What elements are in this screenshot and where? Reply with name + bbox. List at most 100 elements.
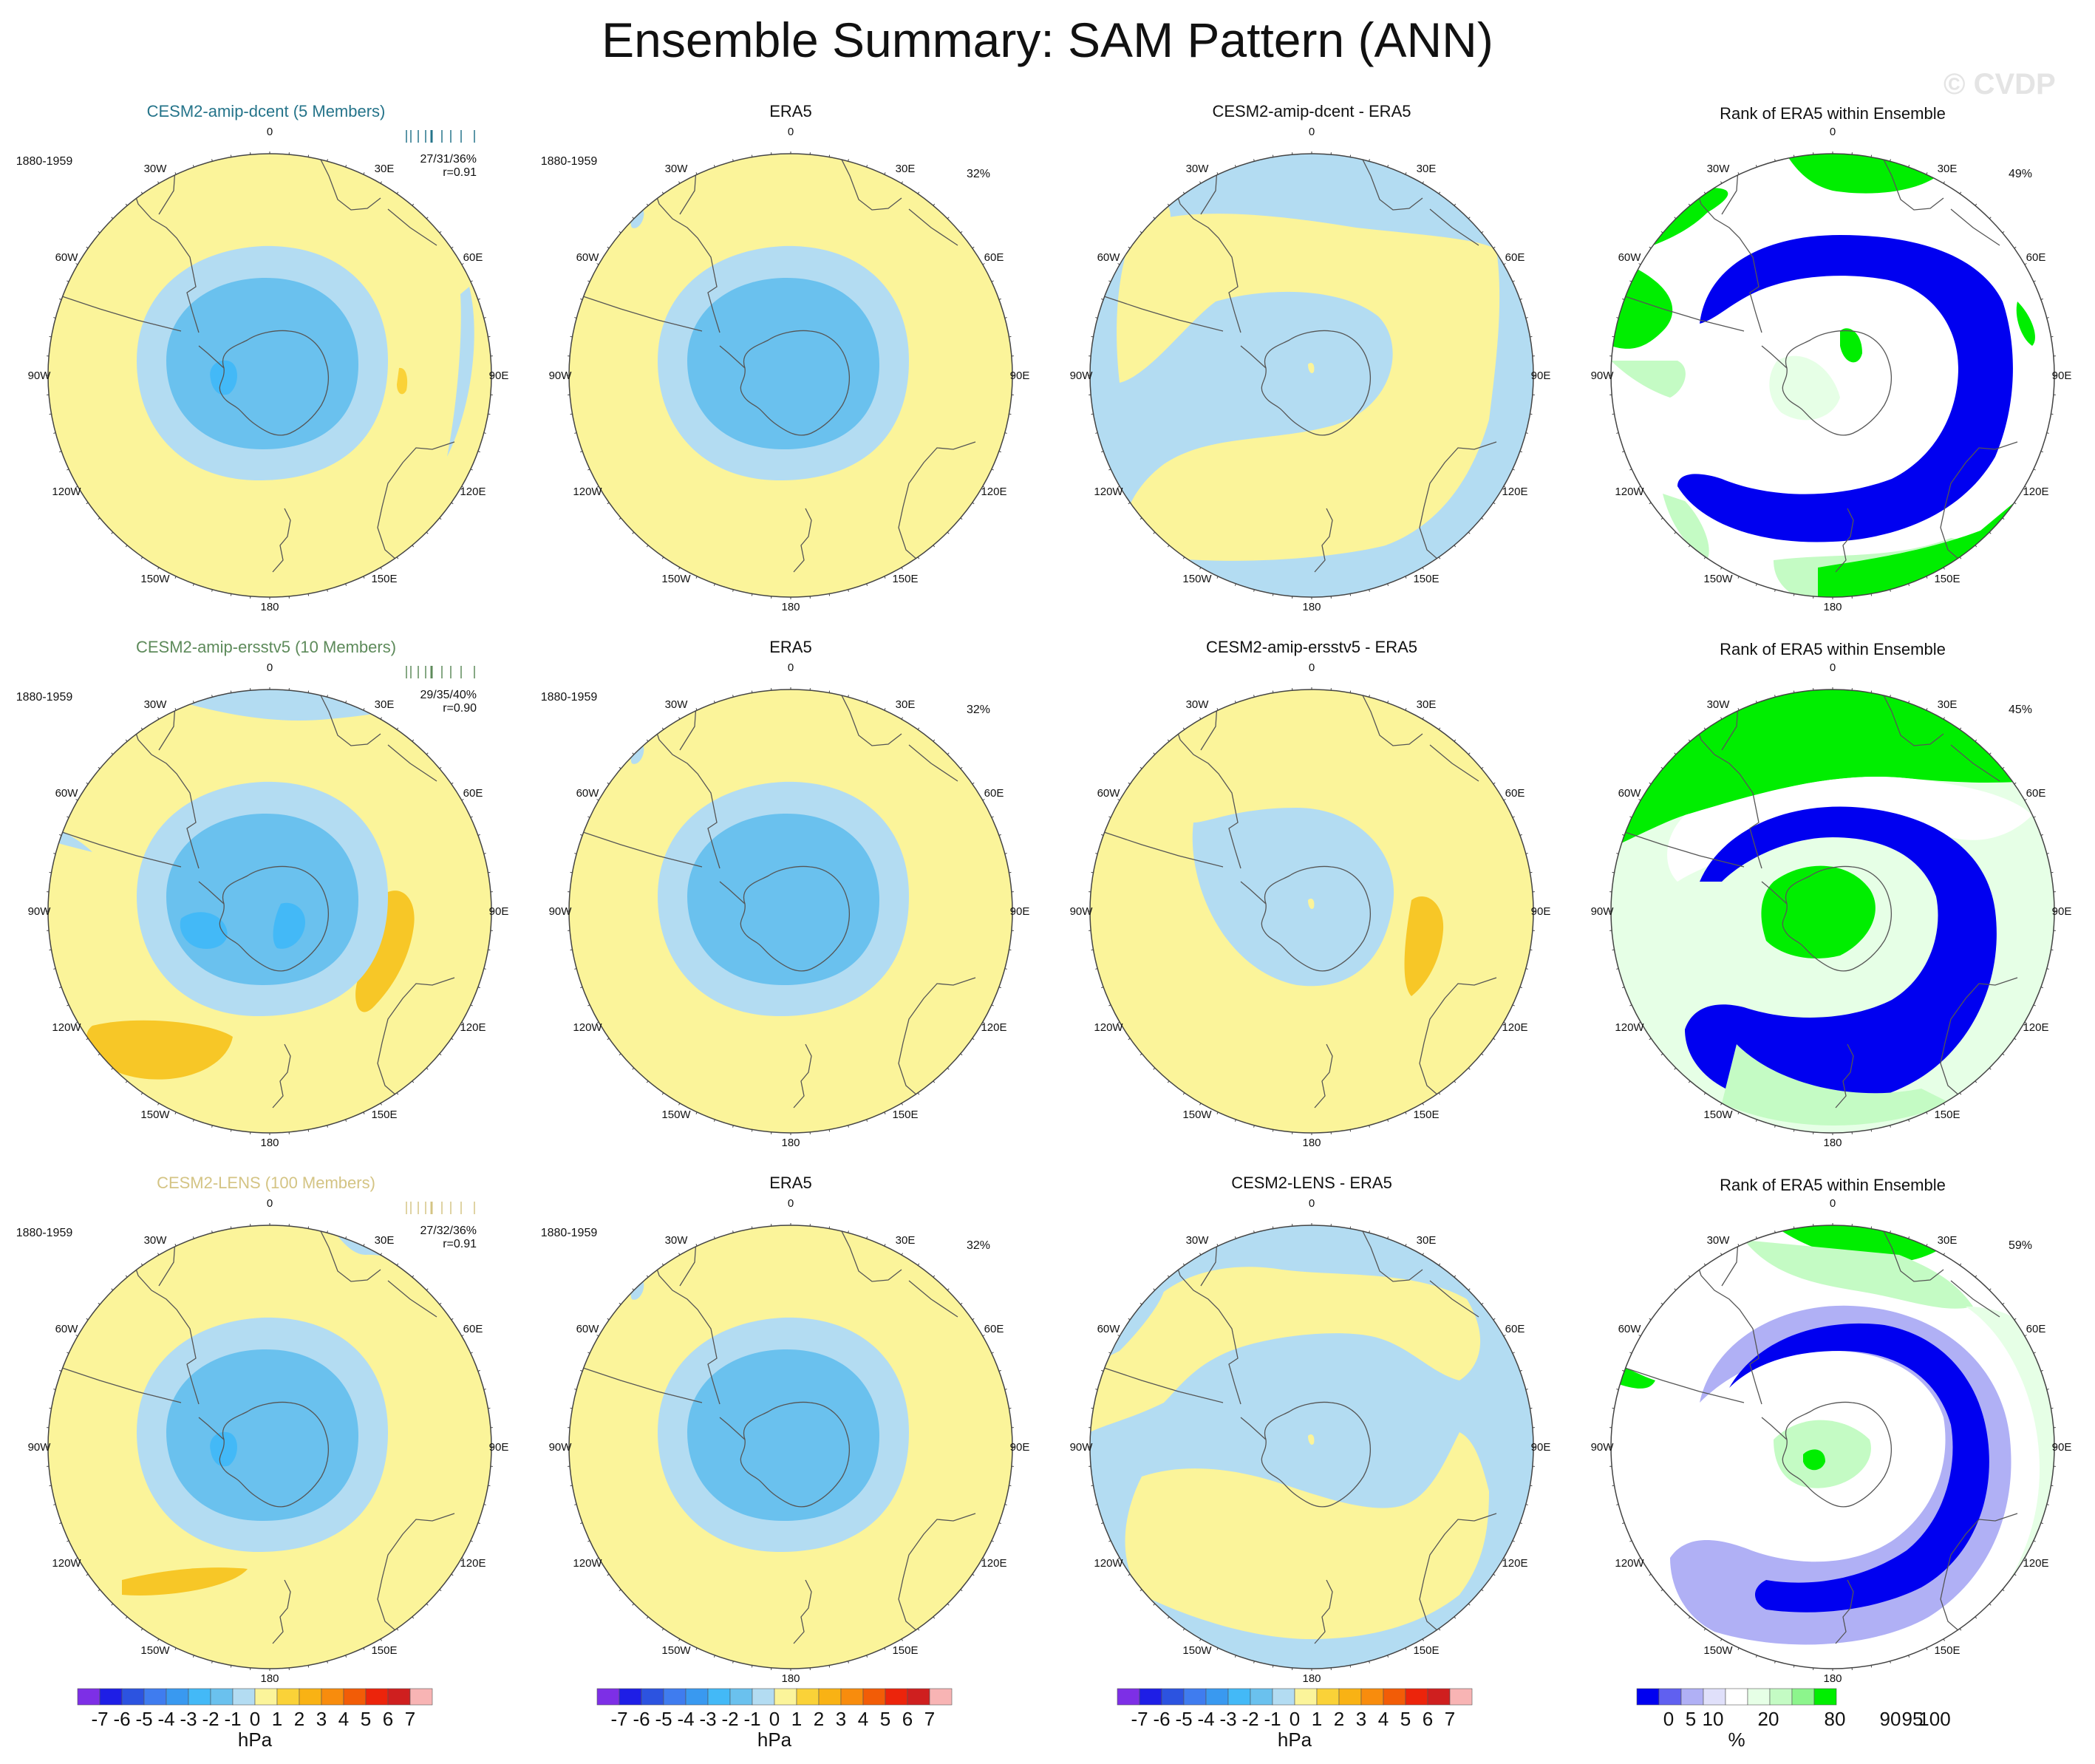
longitude-label: 150E	[1413, 573, 1439, 585]
colorbar-swatch	[1769, 1688, 1793, 1706]
rank-high	[1774, 154, 1980, 194]
continent-coast	[1618, 1365, 1745, 1403]
positive-region	[1117, 214, 1500, 561]
longitude-label: 150W	[661, 573, 691, 585]
colorbar-tick-label: 6	[383, 1708, 393, 1730]
colorbar-swatch	[1227, 1688, 1251, 1706]
colorbar-tick-label: 5	[1400, 1708, 1411, 1730]
positive-anomaly	[86, 1020, 233, 1080]
longitude-label: 0	[788, 1197, 794, 1210]
continent-coast	[1618, 829, 1745, 868]
colorbar-swatch	[1658, 1688, 1682, 1706]
panel-title: Rank of ERA5 within Ensemble	[1720, 640, 1946, 658]
longitude-label: 120E	[460, 1557, 486, 1570]
longitude-label: 60W	[1097, 251, 1121, 264]
colorbar-swatch	[796, 1688, 820, 1706]
positive-region	[1125, 1432, 1489, 1639]
longitude-label: 90E	[2052, 370, 2072, 382]
antarctica-coast	[219, 330, 330, 436]
longitude-label: 120E	[1502, 1021, 1527, 1034]
member-spread-marks	[406, 1202, 475, 1214]
colorbar-swatch	[885, 1688, 908, 1706]
colorbar-swatch	[752, 1688, 775, 1706]
longitude-label: 30W	[1707, 163, 1731, 175]
longitude-label: 150W	[1703, 1644, 1733, 1657]
negative-region	[630, 1281, 644, 1300]
longitude-label: 90E	[489, 370, 509, 382]
colorbar-swatch	[596, 1688, 620, 1706]
longitude-label: 150E	[1413, 1109, 1439, 1121]
colorbar-swatch	[729, 1688, 753, 1706]
panel-title: Rank of ERA5 within Ensemble	[1720, 104, 1946, 123]
colorbar-swatch	[1813, 1688, 1837, 1706]
longitude-label: 150E	[1934, 1644, 1960, 1657]
colorbar-unit: %	[1728, 1729, 1745, 1751]
antarctica-coast	[1782, 1401, 1893, 1508]
peninsula-coast	[719, 881, 746, 905]
longitude-label: 60W	[1618, 787, 1642, 800]
continent-coast	[272, 1043, 291, 1109]
colorbar-tick-label: 3	[836, 1708, 846, 1730]
colorbar-tick-label: -2	[202, 1708, 219, 1730]
pc-stats-label: 27/32/36%	[420, 1225, 477, 1237]
colorbar-tick-label: -5	[655, 1708, 672, 1730]
colorbar-swatch	[707, 1688, 731, 1706]
continent-coast	[838, 689, 902, 746]
colorbar-tick-label: 20	[1758, 1708, 1779, 1730]
continent-coast	[838, 154, 902, 211]
longitude-label: 150W	[1182, 1644, 1212, 1657]
continent-coast	[55, 293, 182, 332]
longitude-label: 150E	[892, 573, 918, 585]
longitude-label: 90W	[1070, 1441, 1094, 1454]
colorbar-swatch	[1747, 1688, 1771, 1706]
longitude-label: 90E	[1531, 370, 1551, 382]
negative-region	[321, 154, 371, 162]
colorbar-swatch	[210, 1688, 234, 1706]
correlation-label: r=0.90	[443, 702, 477, 715]
negative-region	[1090, 1225, 1533, 1669]
colorbar-swatch	[121, 1688, 145, 1706]
colorbar-swatch	[663, 1688, 687, 1706]
negative-region	[48, 689, 491, 721]
peninsula-coast	[1240, 345, 1267, 369]
map-panel-diff-3: 0 30E 60E 90E 120E 150E 180 150W 120W 90W 60W 30W	[1070, 1197, 1551, 1685]
continent-coast	[908, 208, 958, 246]
longitude-label: 30W	[1707, 698, 1731, 711]
longitude-label: 0	[1309, 126, 1315, 138]
colorbar-swatch	[1250, 1688, 1273, 1706]
colorbar-swatch	[1405, 1688, 1428, 1706]
period-label: 1880-1959	[16, 155, 73, 168]
continent-coast	[945, 577, 969, 590]
panel-title: ERA5	[769, 102, 811, 120]
colorbar-swatch	[1316, 1688, 1340, 1706]
continent-coast	[908, 1280, 958, 1318]
antarctica-coast	[740, 330, 851, 436]
longitude-label: 150W	[1182, 1109, 1212, 1121]
colorbar-tick-label: 0	[769, 1708, 780, 1730]
longitude-label: 90E	[2052, 905, 2072, 918]
member-spread-marks	[406, 666, 475, 678]
longitude-label: 60W	[55, 251, 79, 264]
longitude-label: 150E	[1413, 1644, 1439, 1657]
antarctica-coast	[1261, 1401, 1372, 1508]
map-panel-model-1: 0 30E 60E 90E 120E 150E 180 150W 120W 90W 60W 30W	[28, 126, 509, 613]
panel-title: CESM2-LENS (100 Members)	[157, 1174, 375, 1192]
continent-coast	[1618, 293, 1745, 332]
longitude-label: 150W	[1182, 573, 1212, 585]
longitude-label: 60E	[1505, 787, 1525, 800]
continent-coast	[1880, 1225, 1944, 1282]
colorbar-tick-label: -5	[1175, 1708, 1192, 1730]
colorbar-swatch	[641, 1688, 664, 1706]
rank-mid	[1744, 1240, 1973, 1309]
cvdp-watermark: © CVDP	[1944, 68, 2056, 101]
colorbar-tick-label: 5	[1686, 1708, 1696, 1730]
colorbar-swatch	[232, 1688, 256, 1706]
longitude-label: 150E	[371, 1644, 397, 1657]
longitude-label: 30E	[375, 1234, 395, 1247]
longitude-label: 120E	[460, 486, 486, 498]
colorbar-swatch	[619, 1688, 642, 1706]
colorbar-swatch	[1703, 1688, 1726, 1706]
colorbar-unit: hPa	[238, 1729, 273, 1751]
continent-coast	[1285, 653, 1324, 684]
rank-lowmid	[1654, 1277, 1666, 1307]
